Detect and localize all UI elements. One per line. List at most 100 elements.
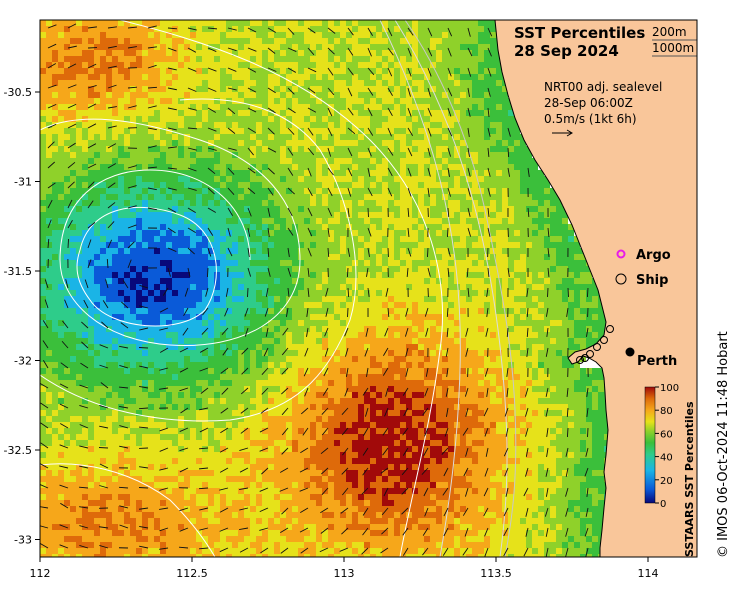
- sst-cell: [268, 62, 274, 68]
- sst-cell: [178, 224, 184, 230]
- sst-cell: [322, 278, 328, 284]
- sst-cell: [202, 272, 208, 278]
- sst-cell: [268, 290, 274, 296]
- sst-cell: [580, 296, 586, 302]
- sst-cell: [238, 248, 244, 254]
- sst-cell: [196, 158, 202, 164]
- sst-cell: [256, 314, 262, 320]
- sst-cell: [346, 338, 352, 344]
- sst-cell: [166, 254, 172, 260]
- sst-cell: [82, 326, 88, 332]
- sst-cell: [508, 272, 514, 278]
- sst-cell: [100, 362, 106, 368]
- sst-cell: [208, 344, 214, 350]
- sst-cell: [286, 350, 292, 356]
- sst-cell: [226, 164, 232, 170]
- sst-cell: [322, 56, 328, 62]
- sst-cell: [412, 26, 418, 32]
- sst-cell: [154, 110, 160, 116]
- sst-cell: [412, 302, 418, 308]
- sst-cell: [370, 32, 376, 38]
- sst-cell: [184, 74, 190, 80]
- sst-cell: [160, 314, 166, 320]
- sst-cell: [472, 308, 478, 314]
- sst-cell: [112, 110, 118, 116]
- sst-cell: [208, 266, 214, 272]
- sst-cell: [262, 98, 268, 104]
- sst-cell: [562, 230, 568, 236]
- sst-cell: [538, 362, 544, 368]
- sst-cell: [220, 26, 226, 32]
- sst-cell: [406, 170, 412, 176]
- sst-cell: [304, 26, 310, 32]
- sst-cell: [250, 224, 256, 230]
- sst-cell: [166, 74, 172, 80]
- sst-cell: [394, 170, 400, 176]
- sst-cell: [256, 230, 262, 236]
- sst-cell: [238, 326, 244, 332]
- sst-cell: [406, 20, 412, 26]
- sst-cell: [316, 308, 322, 314]
- sst-cell: [304, 284, 310, 290]
- sst-cell: [88, 158, 94, 164]
- sst-cell: [430, 296, 436, 302]
- sst-cell: [226, 272, 232, 278]
- sst-cell: [436, 266, 442, 272]
- sst-cell: [538, 278, 544, 284]
- sst-cell: [94, 98, 100, 104]
- sst-cell: [100, 170, 106, 176]
- sst-cell: [544, 290, 550, 296]
- sst-cell: [244, 338, 250, 344]
- sst-cell: [172, 242, 178, 248]
- sst-cell: [166, 92, 172, 98]
- sst-cell: [238, 110, 244, 116]
- sst-cell: [328, 308, 334, 314]
- sst-cell: [52, 356, 58, 362]
- sst-cell: [382, 254, 388, 260]
- sst-cell: [196, 194, 202, 200]
- sst-cell: [406, 146, 412, 152]
- sst-cell: [304, 236, 310, 242]
- sst-cell: [130, 116, 136, 122]
- sst-cell: [322, 122, 328, 128]
- sst-cell: [76, 272, 82, 278]
- sst-cell: [484, 224, 490, 230]
- sst-cell: [394, 320, 400, 326]
- sst-cell: [304, 68, 310, 74]
- sst-cell: [202, 176, 208, 182]
- sst-cell: [472, 80, 478, 86]
- sst-cell: [472, 350, 478, 356]
- sst-cell: [562, 212, 568, 218]
- sst-cell: [274, 68, 280, 74]
- sst-cell: [58, 116, 64, 122]
- sst-cell: [262, 146, 268, 152]
- sst-cell: [406, 110, 412, 116]
- sst-cell: [178, 266, 184, 272]
- sst-cell: [562, 350, 568, 356]
- sst-cell: [424, 296, 430, 302]
- sst-cell: [112, 50, 118, 56]
- sst-cell: [274, 152, 280, 158]
- sst-cell: [148, 146, 154, 152]
- sst-cell: [316, 332, 322, 338]
- sst-cell: [244, 194, 250, 200]
- sst-cell: [256, 206, 262, 212]
- sst-cell: [292, 20, 298, 26]
- sst-cell: [112, 308, 118, 314]
- sst-cell: [106, 26, 112, 32]
- sst-cell: [154, 170, 160, 176]
- sst-cell: [412, 308, 418, 314]
- sst-cell: [298, 62, 304, 68]
- sst-cell: [448, 320, 454, 326]
- sst-cell: [124, 50, 130, 56]
- sst-cell: [586, 320, 592, 326]
- sst-cell: [46, 140, 52, 146]
- sst-cell: [232, 362, 238, 368]
- sst-cell: [94, 158, 100, 164]
- sst-cell: [226, 308, 232, 314]
- sst-cell: [220, 248, 226, 254]
- sst-cell: [562, 284, 568, 290]
- sst-cell: [418, 80, 424, 86]
- sst-cell: [298, 248, 304, 254]
- sst-cell: [514, 212, 520, 218]
